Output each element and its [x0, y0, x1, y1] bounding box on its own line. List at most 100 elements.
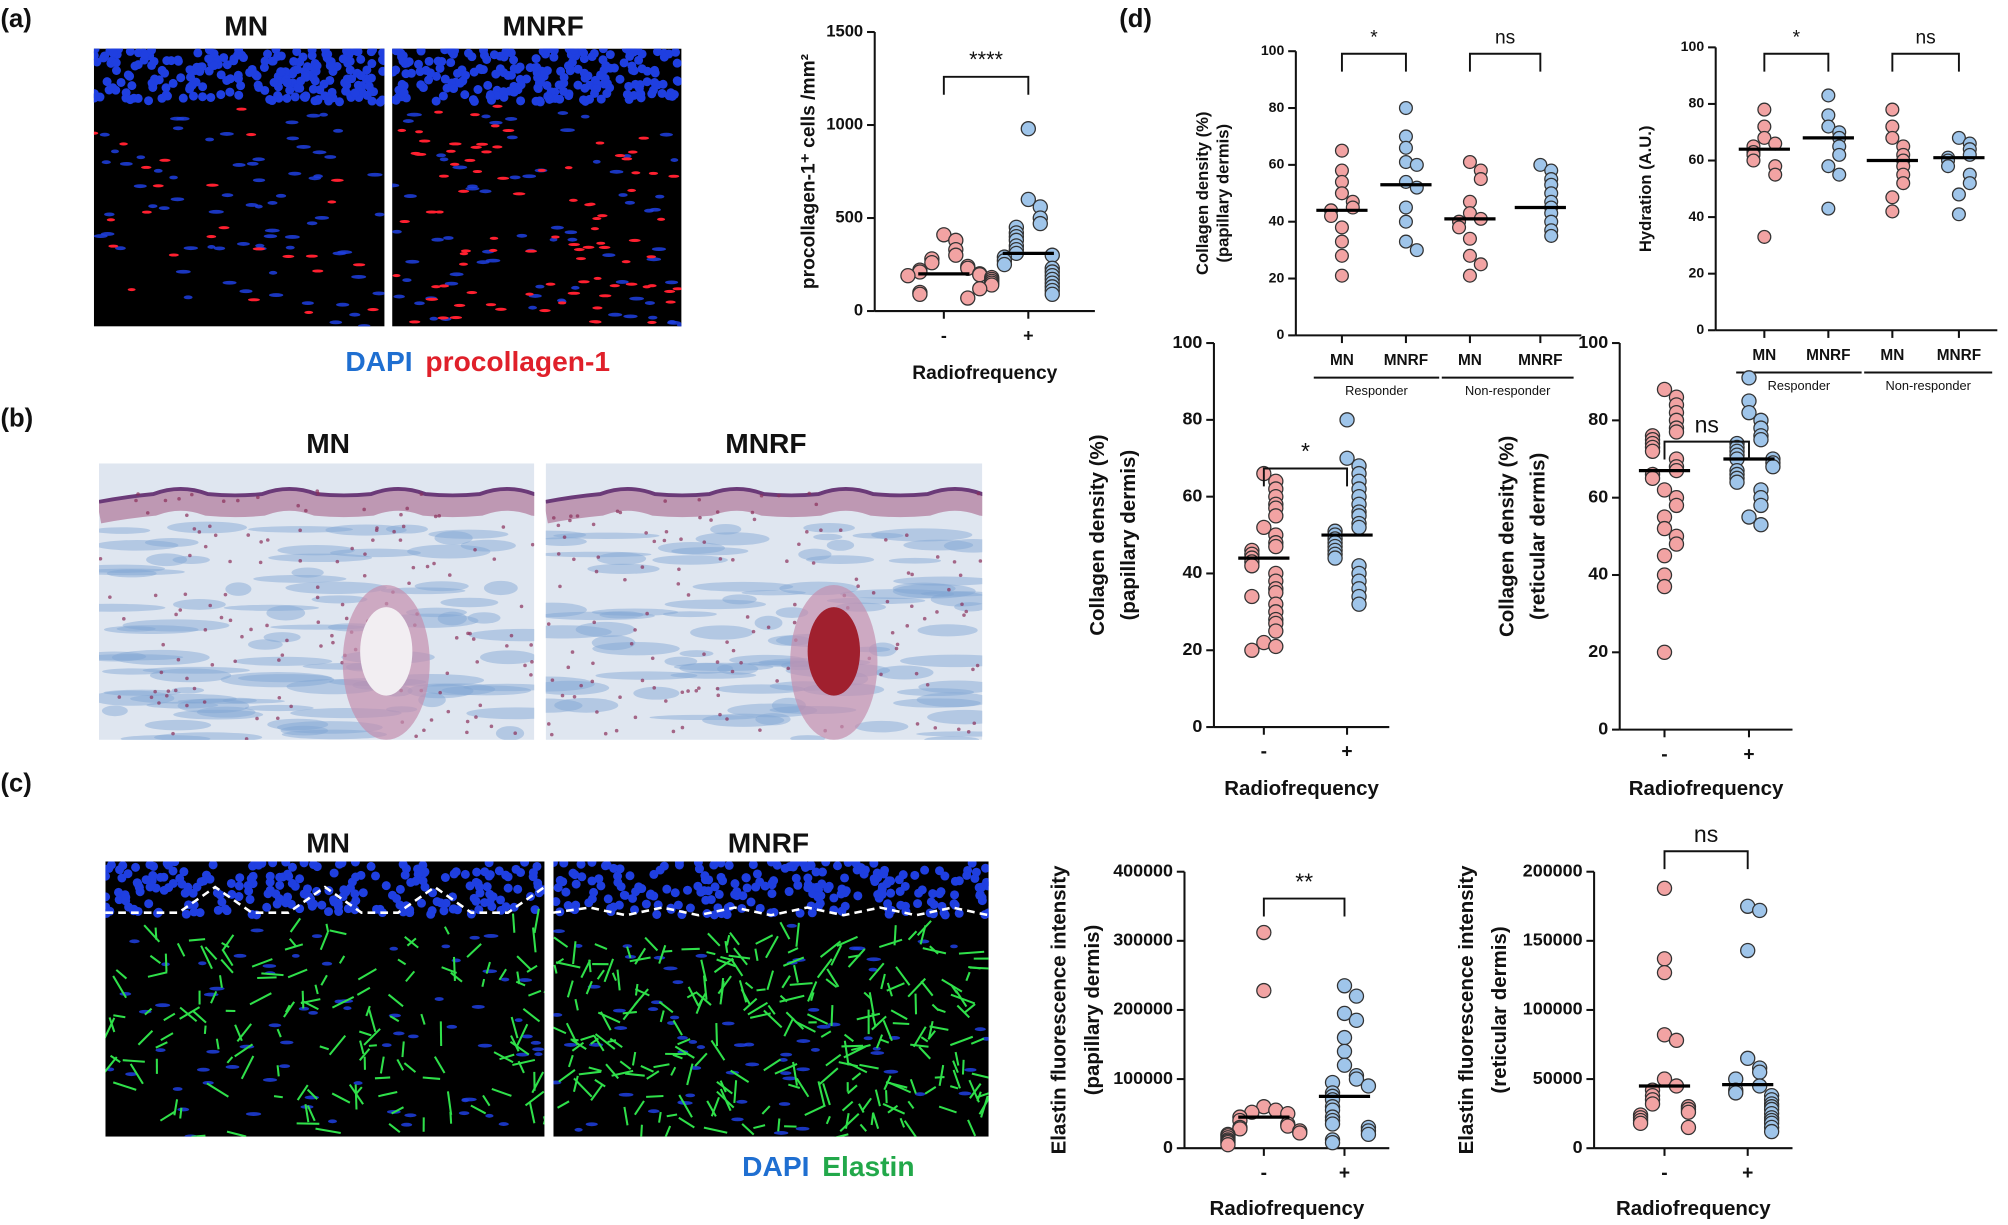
fiber — [237, 674, 333, 683]
nucleus — [282, 78, 292, 88]
nucleus — [650, 78, 660, 87]
fiber — [671, 547, 749, 556]
data-point — [1656, 578, 1673, 595]
fiber — [591, 608, 679, 616]
fiber — [826, 539, 855, 551]
fiber — [545, 551, 652, 558]
y-tick-label: 100 — [1261, 42, 1285, 58]
nucleus — [247, 64, 257, 74]
nucleus — [465, 719, 470, 724]
nucleus — [371, 871, 380, 881]
nucleus — [176, 657, 181, 662]
elastin-fiber — [920, 980, 934, 997]
elastin-fiber — [149, 954, 162, 964]
nucleus — [117, 695, 122, 699]
data-point — [1951, 207, 1966, 222]
stratum — [545, 487, 983, 504]
nucleus — [149, 56, 159, 66]
nucleus — [319, 112, 328, 117]
nucleus — [816, 1024, 831, 1029]
nucleus — [572, 557, 576, 562]
data-point — [1351, 596, 1367, 612]
elastin-fiber — [640, 1124, 643, 1137]
nucleus — [392, 894, 402, 904]
nucleus — [213, 905, 223, 915]
nucleus — [175, 269, 191, 274]
fiber — [406, 607, 467, 618]
nucleus — [623, 314, 638, 319]
y-tick-label: 0 — [854, 300, 863, 319]
elastin-fiber — [767, 1004, 776, 1015]
follicle-core — [807, 607, 861, 696]
elastin-fiber — [164, 953, 168, 972]
nucleus — [677, 1035, 688, 1040]
nucleus — [812, 882, 822, 892]
nucleus — [884, 909, 894, 919]
nucleus — [796, 1039, 811, 1043]
nucleus — [411, 876, 421, 886]
nucleus — [767, 889, 777, 899]
elastin-fiber — [470, 1104, 487, 1115]
nucleus — [922, 616, 927, 621]
x-tick-label: MNRF — [1806, 347, 1850, 364]
elastin-fiber — [558, 1069, 576, 1083]
fiber — [575, 621, 636, 638]
nucleus — [395, 884, 405, 894]
nucleus — [570, 650, 575, 654]
nucleus — [288, 171, 302, 176]
nucleus — [665, 280, 679, 285]
nucleus — [161, 83, 171, 93]
elastin-fiber — [954, 1051, 960, 1066]
nucleus — [594, 874, 604, 884]
y-tick-label: 80 — [1182, 409, 1202, 429]
elastin-fiber — [885, 1090, 888, 1104]
nucleus — [647, 1007, 659, 1012]
nucleus — [440, 74, 450, 84]
nucleus — [702, 540, 707, 544]
nucleus — [115, 246, 126, 251]
elastin-fiber — [886, 982, 893, 997]
nucleus — [158, 206, 170, 211]
nucleus — [913, 899, 923, 909]
nucleus — [585, 1122, 598, 1127]
fiber — [277, 544, 355, 556]
nucleus — [399, 512, 403, 517]
nucleus — [917, 939, 930, 944]
nucleus — [263, 234, 278, 239]
elastin-fiber — [218, 975, 223, 988]
nucleus — [709, 518, 713, 522]
procollagen — [409, 320, 421, 324]
nucleus — [136, 492, 140, 496]
elastin-fiber — [623, 1106, 629, 1126]
nucleus — [509, 87, 519, 97]
nucleus — [356, 71, 366, 81]
elastin-fiber — [949, 1085, 959, 1090]
nucleus — [216, 70, 226, 80]
data-point — [1336, 1029, 1353, 1046]
procollagen — [435, 210, 444, 214]
procollagen — [569, 198, 578, 202]
nucleus — [335, 559, 340, 564]
data-point — [924, 255, 940, 271]
y-tick-label: 0 — [1192, 716, 1202, 736]
nucleus — [885, 599, 890, 604]
nucleus — [206, 1049, 220, 1054]
nucleus — [650, 68, 660, 78]
fiber — [99, 564, 165, 573]
elastin-fiber — [724, 940, 729, 954]
data-point — [1327, 550, 1343, 566]
procollagen — [141, 210, 152, 214]
elastin-fiber — [588, 959, 592, 973]
nucleus — [667, 320, 681, 325]
nucleus — [140, 50, 150, 60]
elastin-fiber — [912, 1026, 927, 1048]
procollagen — [592, 306, 603, 310]
nucleus — [438, 690, 442, 695]
elastin-fiber — [599, 1011, 612, 1031]
nucleus — [694, 864, 704, 874]
procollagen — [524, 249, 538, 253]
nucleus — [817, 867, 827, 877]
nucleus — [364, 81, 374, 91]
nucleus — [414, 59, 423, 69]
nucleus — [265, 885, 275, 895]
